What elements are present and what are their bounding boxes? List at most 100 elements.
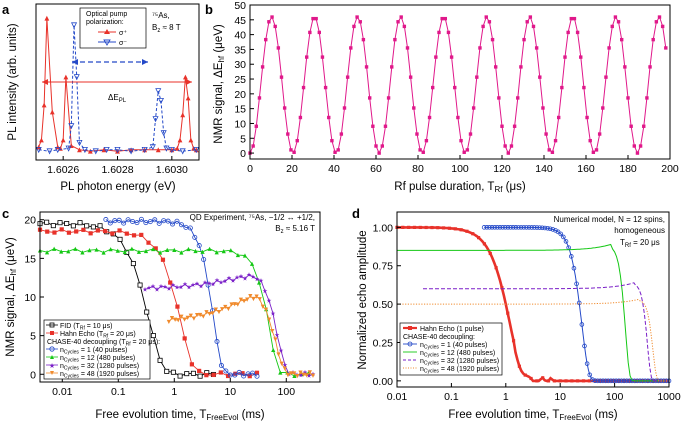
x-tick-label: 1 bbox=[503, 391, 509, 403]
data-point-hahn-echo bbox=[160, 257, 166, 262]
panel-a-label: a bbox=[2, 2, 10, 17]
data-point-ncycles-1 bbox=[138, 216, 144, 222]
y-tick-label: 40 bbox=[234, 30, 246, 42]
data-point-hahn-echo bbox=[175, 304, 180, 309]
data-point-ncycles-32 bbox=[278, 348, 284, 353]
panel-a: a 1.6026 1.6028 1.6030 PL intensity (arb. … bbox=[2, 2, 200, 193]
data-point-rabi bbox=[497, 96, 501, 100]
data-point-hahn-echo-1-pulse- bbox=[453, 227, 457, 231]
data-point-ncycles-12 bbox=[193, 248, 198, 254]
data-point-rabi bbox=[260, 65, 265, 69]
data-point-ncycles-12 bbox=[221, 249, 226, 254]
data-point-ncycles-32 bbox=[142, 287, 148, 292]
data-point-sigma-minus bbox=[149, 144, 156, 151]
data-point-hahn-echo bbox=[103, 228, 108, 234]
data-point-hahn-echo bbox=[66, 230, 72, 235]
data-point-rabi bbox=[506, 151, 510, 155]
data-point-ncycles-48 bbox=[169, 316, 175, 321]
data-point-hahn-echo-1-pulse- bbox=[407, 225, 411, 229]
y-tick-label: 5 bbox=[240, 133, 246, 145]
data-point-ncycles-48 bbox=[270, 328, 275, 334]
data-point-fid bbox=[130, 261, 136, 267]
data-point-hahn-echo-1-pulse- bbox=[430, 225, 434, 230]
data-point-ncycles-48 bbox=[295, 373, 300, 379]
data-point-rabi bbox=[330, 138, 334, 143]
x-tick-label: 20 bbox=[286, 163, 298, 175]
data-point-rabi bbox=[547, 148, 551, 152]
data-point-ncycles-12 bbox=[256, 280, 262, 285]
data-point-rabi bbox=[437, 30, 441, 35]
panel-b-xlabel: Rf pulse duration, TRf (μs) bbox=[394, 181, 526, 194]
data-point-hahn-echo bbox=[74, 229, 79, 234]
data-point-ncycles-32 bbox=[298, 372, 304, 378]
data-point-ncycles-1 bbox=[534, 225, 540, 230]
data-point-rabi bbox=[620, 37, 624, 42]
panel-d-legend-items: Hahn Echo (1 pulse) CHASE-40 decoupling:… bbox=[403, 326, 499, 375]
data-point-ncycles-1 bbox=[500, 225, 505, 230]
data-point-rabi bbox=[276, 46, 281, 50]
data-point-sigma-minus bbox=[157, 98, 165, 105]
data-point-ncycles-48 bbox=[301, 372, 306, 377]
y-tick-label: 0.50 bbox=[373, 299, 394, 311]
data-point-rabi bbox=[443, 16, 447, 21]
data-point-rabi bbox=[286, 132, 290, 136]
data-point-hahn-echo bbox=[95, 228, 100, 233]
data-point-ncycles-1 bbox=[121, 220, 127, 226]
panel-a-note-field: Bz ≈ 8 T bbox=[152, 23, 181, 34]
data-point-ncycles-1 bbox=[492, 225, 498, 230]
data-point-ncycles-1 bbox=[214, 339, 220, 345]
data-point-rabi bbox=[471, 106, 476, 110]
data-point-rabi bbox=[610, 24, 614, 29]
legend-d-n12-label: nCycles = 12 (480 pulses) bbox=[420, 350, 495, 359]
data-point-rabi bbox=[575, 30, 580, 35]
data-point-ncycles-1 bbox=[603, 378, 608, 384]
data-point-hahn-echo bbox=[168, 280, 173, 285]
data-point-rabi bbox=[645, 96, 649, 100]
data-point-ncycles-1 bbox=[542, 225, 548, 231]
data-point-ncycles-12 bbox=[235, 252, 240, 258]
y-tick-label: 20 bbox=[234, 89, 246, 101]
data-point-rabi bbox=[648, 65, 652, 69]
panel-c: c 0.01 0.1 1 10 100 0 5 10 15 20 NMR signal, ΔEhf… bbox=[2, 206, 321, 422]
data-point-sigma-minus bbox=[152, 116, 159, 123]
panel-b-plot bbox=[248, 15, 668, 155]
data-point-ncycles-32 bbox=[226, 275, 232, 281]
series-line-ncycles-12 bbox=[397, 243, 669, 382]
x-tick-label: 10 bbox=[554, 391, 566, 403]
data-point-ncycles-1 bbox=[619, 378, 624, 384]
data-point-hahn-echo bbox=[88, 231, 93, 236]
x-tick-label: 1.6030 bbox=[156, 164, 188, 176]
data-point-rabi bbox=[399, 15, 403, 19]
data-point-rabi bbox=[550, 150, 555, 154]
panel-c-legend bbox=[43, 319, 151, 380]
data-point-ncycles-48 bbox=[288, 371, 294, 376]
data-point-ncycles-1 bbox=[165, 218, 171, 224]
data-point-rabi bbox=[654, 20, 659, 24]
data-point-ncycles-48 bbox=[210, 311, 215, 316]
data-point-hahn-echo-1-pulse- bbox=[552, 379, 556, 383]
data-point-hahn-echo-1-pulse- bbox=[523, 373, 527, 377]
data-point-ncycles-1 bbox=[532, 225, 537, 230]
data-point-hahn-echo-1-pulse- bbox=[546, 379, 551, 383]
panel-d-axes bbox=[396, 211, 670, 388]
x-tick-label: 0.1 bbox=[111, 386, 126, 398]
data-point-hahn-echo-1-pulse- bbox=[477, 236, 481, 240]
data-point-sigma-minus bbox=[193, 147, 200, 154]
data-point-rabi bbox=[264, 37, 268, 42]
data-point-ncycles-48 bbox=[260, 304, 265, 309]
x-tick-label: 60 bbox=[370, 163, 382, 175]
panel-d-note-1: Numerical model, N = 12 spins, bbox=[554, 215, 665, 224]
data-point-rabi bbox=[408, 75, 413, 79]
data-point-sigma-plus bbox=[77, 147, 82, 153]
panel-d-plot bbox=[395, 225, 672, 384]
data-point-ncycles-1 bbox=[502, 225, 508, 230]
panel-b: b 0 20 40 60 80 100 120 140 160 180 200 0 5 10 15 20 25 3… bbox=[205, 0, 679, 194]
panel-c-note-1: QD Experiment, ⁷⁵As, −1/2 ↔ +1/2, bbox=[190, 213, 315, 222]
data-point-ncycles-1 bbox=[592, 378, 598, 384]
data-point-hahn-echo-1-pulse- bbox=[581, 379, 586, 383]
data-point-rabi bbox=[301, 85, 306, 90]
data-point-ncycles-1 bbox=[218, 363, 224, 369]
data-point-rabi bbox=[251, 144, 255, 148]
data-point-ncycles-1 bbox=[568, 254, 574, 259]
data-point-rabi bbox=[371, 124, 375, 128]
